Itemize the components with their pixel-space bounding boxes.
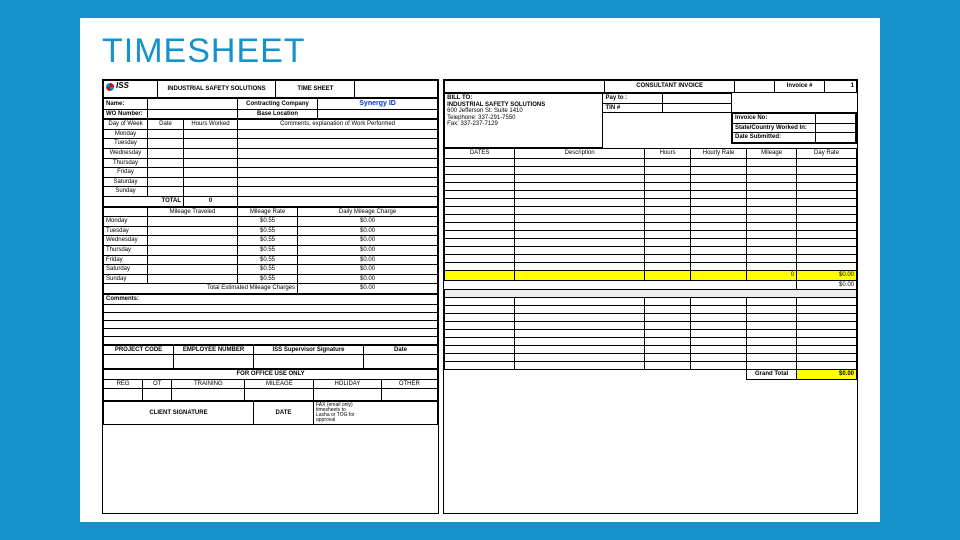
hours-col-header: Hours (645, 149, 691, 159)
tin-label: TIN # (603, 103, 662, 113)
client-sig-table: CLIENT SIGNATURE DATE FAX (email only) t… (103, 401, 438, 425)
grand-total-value: $0.00 (797, 370, 857, 380)
day-row: Friday (104, 168, 148, 178)
comments-header: Comments, explanation of Work Performed (238, 120, 438, 130)
pay-to-label: Pay to : (603, 94, 662, 104)
office-only-header: FOR OFFICE USE ONLY (104, 370, 438, 380)
total-mileage-value: $0.00 (298, 284, 438, 294)
date-label: Date (364, 345, 438, 355)
hours-header: Hours Worked (184, 120, 238, 130)
day-row: Sunday (104, 187, 148, 197)
invoice-lines-table: DATES Description Hours Hourly Rate Mile… (444, 148, 857, 379)
employee-number-label: EMPLOYEE NUMBER (174, 345, 254, 355)
invoice-num: 1 (825, 81, 857, 93)
name-label: Name: (104, 99, 148, 110)
rate-header: Hourly Rate (691, 149, 747, 159)
day-row: Saturday (104, 177, 148, 187)
synergy-id: Synergy ID (318, 99, 438, 110)
mileage-traveled-header: Mileage Traveled (148, 207, 238, 217)
company-name: INDUSTRIAL SAFETY SOLUTIONS (157, 81, 276, 98)
dayrate-header: Day Rate (797, 149, 857, 159)
forms-container: ISS INDUSTRIAL SAFETY SOLUTIONS TIME SHE… (102, 79, 858, 514)
signature-table: PROJECT CODE EMPLOYEE NUMBER ISS Supervi… (103, 345, 438, 370)
comments-label: Comments: (104, 294, 438, 304)
date-submitted-label: Date Submitted: (732, 133, 815, 143)
date3-label: DATE (254, 402, 314, 425)
day-row: Monday (104, 217, 148, 227)
footnote: FAX (email only) timesheets to Lasha or … (314, 402, 438, 425)
hours-table: Day of Week Date Hours Worked Comments, … (103, 119, 438, 206)
dow-header: Day of Week (104, 120, 148, 130)
invoice-num-label: Invoice # (775, 81, 825, 93)
day-row: Friday (104, 255, 148, 265)
office-use-table: FOR OFFICE USE ONLY REG OT TRAINING MILE… (103, 369, 438, 401)
day-row: Tuesday (104, 139, 148, 149)
bill-to-block: BILL TO: INDUSTRIAL SAFETY SOLUTIONS 600… (445, 94, 603, 148)
mileage-header: Mileage (747, 149, 797, 159)
timesheet-header-table: ISS INDUSTRIAL SAFETY SOLUTIONS TIME SHE… (103, 80, 438, 98)
total-value: 0 (184, 197, 238, 207)
client-signature-label: CLIENT SIGNATURE (104, 402, 254, 425)
iss-supervisor-label: ISS Supervisor Signature (254, 345, 364, 355)
invoice-title: CONSULTANT INVOICE (605, 81, 735, 93)
daily-charge-header: Daily Mileage Charge (298, 207, 438, 217)
comments-table: Comments: (103, 294, 438, 345)
total-label: TOTAL (104, 197, 184, 207)
day-row: Saturday (104, 265, 148, 275)
date-header: Date (148, 120, 184, 130)
invoice-form: CONSULTANT INVOICE Invoice # 1 BILL TO: … (443, 79, 858, 514)
day-row: Sunday (104, 274, 148, 284)
iss-logo: ISS (106, 82, 142, 96)
day-row: Tuesday (104, 226, 148, 236)
desc-header: Description (515, 149, 645, 159)
mileage-rate-header: Mileage Rate (238, 207, 298, 217)
project-code-label: PROJECT CODE (104, 345, 174, 355)
day-row: Thursday (104, 158, 148, 168)
contracting-label: Contracting Company (238, 99, 318, 110)
day-row: Thursday (104, 246, 148, 256)
total-mileage-label: Total Estimated Mileage Charges (104, 284, 298, 294)
timesheet-form: ISS INDUSTRIAL SAFETY SOLUTIONS TIME SHE… (102, 79, 439, 514)
mileage-table: Mileage Traveled Mileage Rate Daily Mile… (103, 207, 438, 294)
form-title: TIME SHEET (276, 81, 355, 98)
base-label: Base Location (238, 109, 318, 119)
day-row: Monday (104, 129, 148, 139)
subtotal: $0.00 (797, 280, 857, 290)
billto-table: BILL TO: INDUSTRIAL SAFETY SOLUTIONS 600… (444, 93, 857, 148)
day-row: Wednesday (104, 149, 148, 159)
invoice-no-label: Invoice No: (732, 114, 815, 124)
slide: TIMESHEET ISS INDUSTRIAL SAFETY SOLUTION… (80, 18, 880, 522)
wo-label: WO Number: (104, 109, 148, 119)
day-row: Wednesday (104, 236, 148, 246)
grand-total-label: Grand Total (747, 370, 797, 380)
timesheet-info-table: Name: Contracting Company Synergy ID WO … (103, 98, 438, 119)
invoice-header-table: CONSULTANT INVOICE Invoice # 1 (444, 80, 857, 93)
sum-money: $0.00 (797, 271, 857, 281)
state-label: State/Country Worked In: (732, 123, 815, 133)
sum-zero: 0 (747, 271, 797, 281)
dates-header: DATES (445, 149, 515, 159)
slide-title: TIMESHEET (102, 32, 858, 71)
